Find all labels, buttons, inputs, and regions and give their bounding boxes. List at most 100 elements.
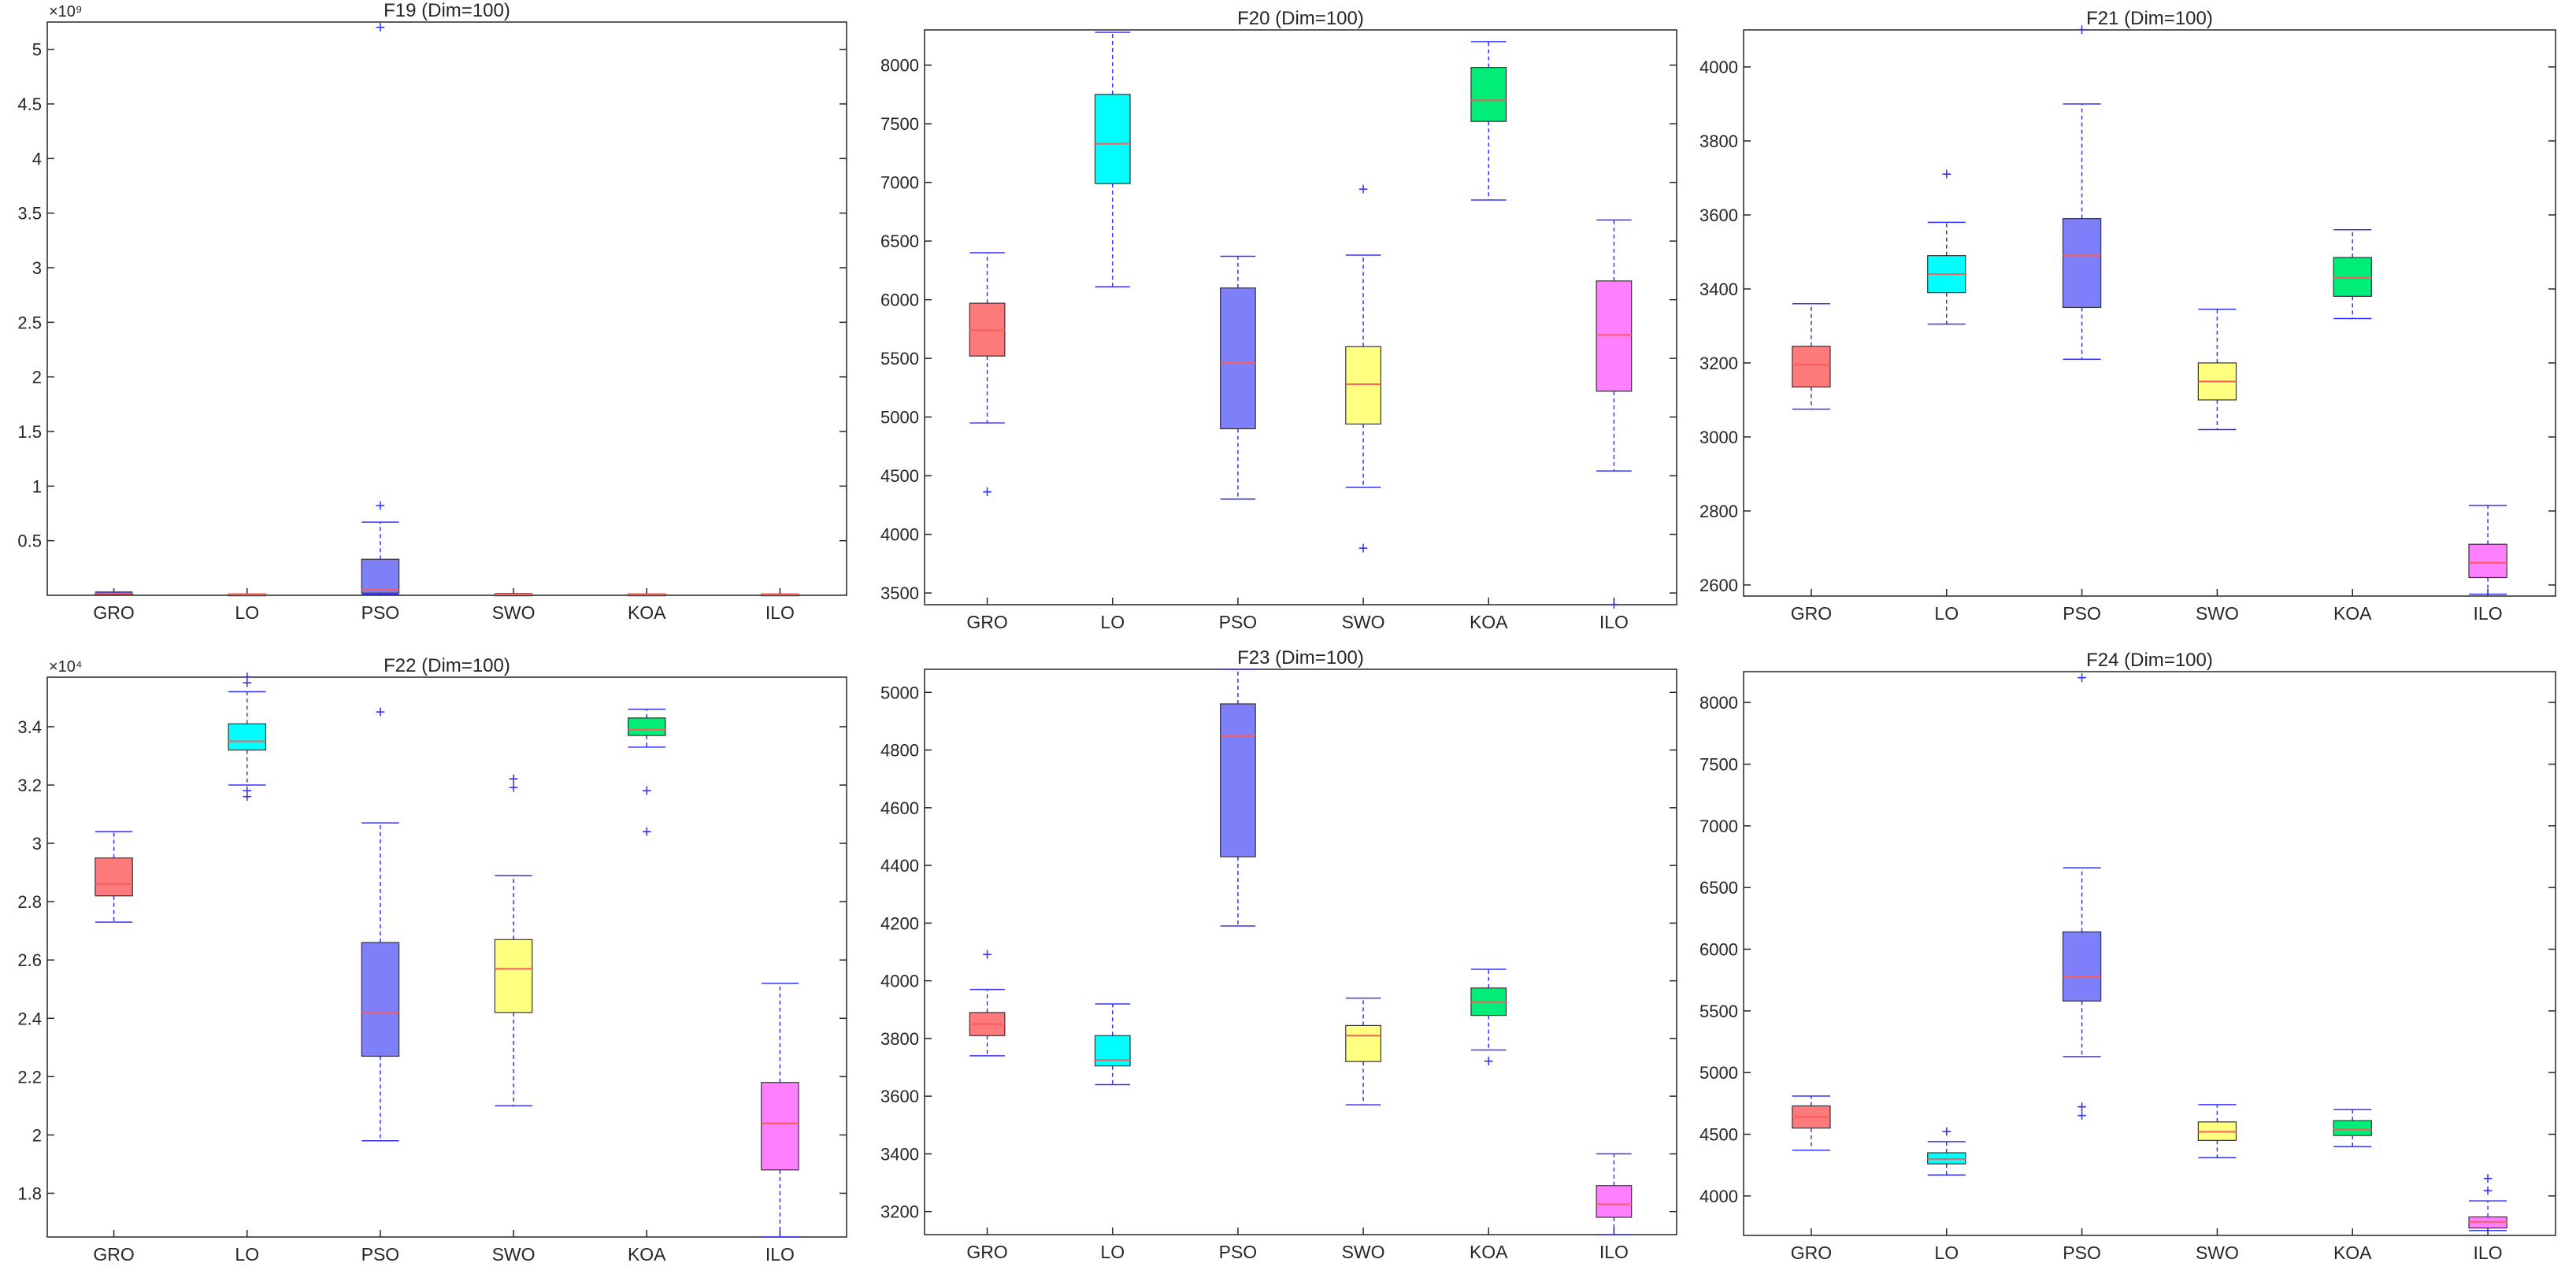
- x-tick-label: ILO: [2474, 1243, 2503, 1263]
- box-body: [1220, 703, 1256, 857]
- box-swo: [494, 593, 533, 597]
- box-body: [1470, 67, 1507, 122]
- y-tick-label: 7000: [880, 173, 919, 193]
- box-body: [95, 857, 133, 897]
- x-tick-label: ILO: [1599, 612, 1629, 632]
- y-tick-label: 4400: [880, 856, 919, 876]
- y-tick-label: 5000: [880, 683, 919, 702]
- outlier-marker: +: [242, 780, 252, 800]
- box-swo: ++: [494, 769, 533, 1107]
- box-gro: [95, 591, 133, 596]
- box-koa: [627, 593, 666, 597]
- box-pso: +++: [2062, 668, 2102, 1125]
- outlier-marker: +: [642, 821, 652, 841]
- y-tick-label: 3.4: [17, 717, 42, 737]
- y-tick-label: 4200: [880, 913, 919, 933]
- box-ilo: [1596, 1153, 1633, 1235]
- outlier-marker: +: [1609, 594, 1619, 614]
- y-tick-label: 3200: [1699, 354, 1738, 373]
- box-lo: ++++: [228, 667, 267, 806]
- box-koa: [2333, 229, 2372, 320]
- box-pso: +: [2062, 20, 2102, 360]
- x-tick-label: SWO: [2196, 603, 2239, 624]
- chart-title: F22 (Dim=100): [384, 655, 510, 676]
- box-body: [627, 717, 666, 736]
- chart-title: F19 (Dim=100): [384, 0, 510, 21]
- box-ilo: [761, 983, 799, 1238]
- y-tick-label: 5: [32, 40, 42, 60]
- y-exponent-label: ×10⁹: [49, 3, 83, 20]
- y-tick-label: 5000: [1699, 1063, 1738, 1083]
- box-body: [1345, 1024, 1381, 1062]
- box-body: [1220, 287, 1256, 430]
- box-body: [494, 939, 533, 1013]
- y-tick-label: 7000: [1699, 817, 1738, 836]
- box-pso: +: [361, 702, 400, 1142]
- box-lo: +: [1927, 1121, 1966, 1176]
- y-tick-label: 8000: [1699, 693, 1738, 713]
- x-tick-label: ILO: [765, 1244, 795, 1265]
- y-tick-label: 2: [32, 1125, 42, 1145]
- y-tick-label: 3: [32, 258, 42, 278]
- y-tick-label: 8000: [880, 56, 919, 76]
- outlier-marker: +: [509, 778, 519, 798]
- chart-title: F23 (Dim=100): [1237, 647, 1364, 668]
- outlier-marker: +: [375, 702, 385, 721]
- x-tick-label: LO: [1934, 1243, 1959, 1263]
- outlier-marker: +: [2483, 1181, 2493, 1201]
- y-tick-label: 3500: [880, 583, 919, 603]
- box-body: [1792, 346, 1831, 388]
- y-tick-label: 1.5: [17, 422, 42, 442]
- x-tick-label: KOA: [2333, 1243, 2372, 1263]
- x-tick-label: PSO: [2063, 1243, 2101, 1263]
- box-body: [1094, 94, 1131, 184]
- y-tick-label: 2.2: [17, 1067, 42, 1087]
- y-tick-label: 0.5: [17, 531, 42, 551]
- y-tick-label: 2800: [1699, 502, 1738, 521]
- x-tick-label: SWO: [492, 602, 536, 623]
- x-tick-label: LO: [1100, 1242, 1125, 1262]
- x-tick-label: KOA: [628, 1244, 666, 1265]
- x-tick-label: PSO: [361, 602, 400, 623]
- box-body: [1596, 280, 1633, 392]
- outlier-marker: +: [1358, 538, 1369, 557]
- outlier-marker: +: [2077, 20, 2087, 39]
- panel-3: F21 (Dim=100) 2600 2800 3000 3200 3400 3600 380…: [1699, 8, 2556, 624]
- box-ilo: [761, 593, 799, 597]
- x-tick-label: PSO: [1219, 1242, 1258, 1262]
- x-tick-label: ILO: [765, 602, 795, 623]
- y-tick-label: 5500: [1699, 1002, 1738, 1021]
- box-lo: [1094, 1003, 1131, 1086]
- x-tick-label: PSO: [2063, 603, 2101, 624]
- box-body: [228, 723, 267, 751]
- outlier-marker: +: [509, 769, 519, 789]
- x-tick-label: KOA: [2333, 603, 2372, 624]
- y-tick-label: 2.8: [17, 892, 42, 912]
- y-tick-label: 3200: [880, 1202, 919, 1222]
- chart-title: F24 (Dim=100): [2086, 650, 2213, 671]
- panel-1: F19 (Dim=100) ×10⁹ 0.5 1 1.5 2 2.5 3 3.5 4 4.5 5 GRO…: [17, 0, 847, 623]
- panel-5: F23 (Dim=100) 3200 3400 3600 3800 4000 4200 440…: [880, 647, 1677, 1262]
- x-tick-label: GRO: [93, 602, 134, 623]
- y-tick-label: 7500: [1699, 755, 1738, 775]
- box-body: [361, 558, 400, 594]
- box-body: [361, 942, 400, 1057]
- box-body: [1345, 346, 1381, 425]
- x-tick-label: GRO: [93, 1244, 134, 1265]
- x-tick-label: LO: [235, 602, 259, 623]
- box-body: [1596, 1185, 1633, 1218]
- box-gro: [95, 831, 133, 923]
- outlier-marker: +: [242, 787, 252, 806]
- x-tick-label: LO: [235, 1244, 259, 1265]
- axes-frame: [46, 21, 847, 596]
- outlier-marker: +: [982, 945, 992, 965]
- outlier-marker: +: [1941, 1121, 1951, 1141]
- y-tick-label: 1: [32, 476, 42, 496]
- x-tick-label: KOA: [1470, 1242, 1508, 1262]
- box-gro: [1792, 303, 1831, 410]
- box-swo: [2197, 309, 2237, 431]
- y-tick-label: 4000: [880, 525, 919, 545]
- y-tick-label: 3600: [1699, 206, 1738, 225]
- chart-title: F21 (Dim=100): [2086, 8, 2213, 29]
